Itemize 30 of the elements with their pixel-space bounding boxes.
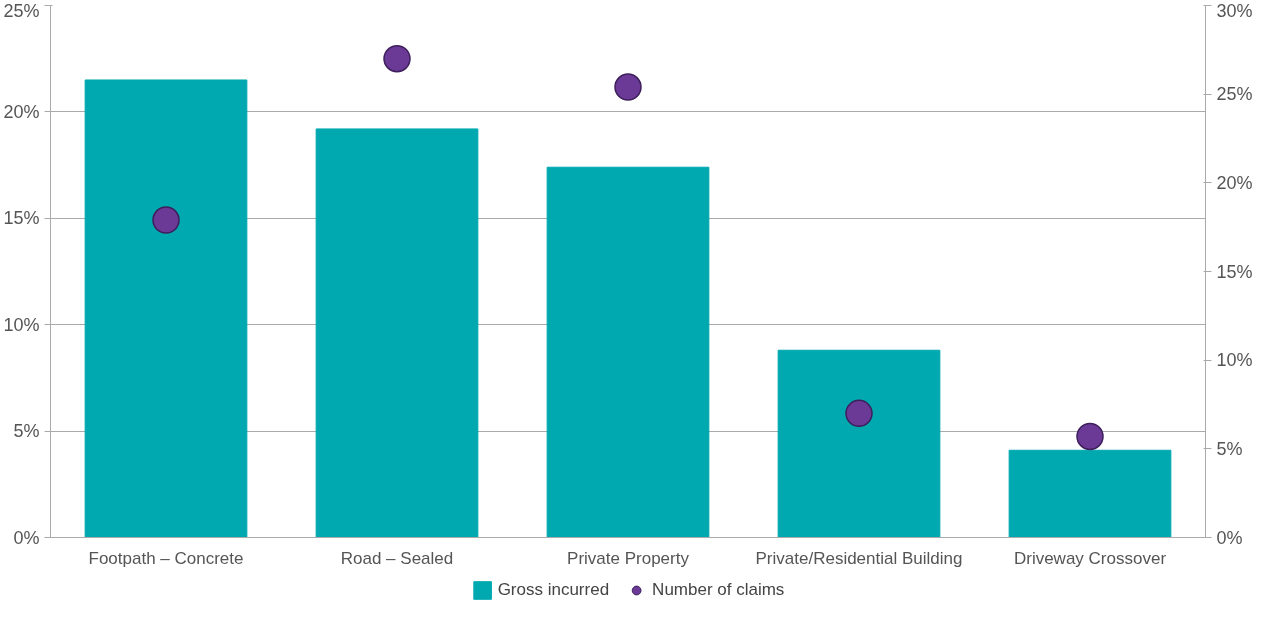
point [1076,422,1104,451]
y2-tick-label: 20% [1216,172,1253,193]
point [614,73,642,101]
bar [84,79,248,538]
y-tick-label: 25% [3,0,40,21]
x-tick-label: Private/Residential Building [755,548,963,568]
x-tick-label: Private Property [567,548,690,568]
y-tick-label: 15% [3,208,40,229]
y-tick-label: 20% [3,101,40,122]
point [383,44,411,73]
y-tick-label: 5% [13,421,40,442]
x-tick-label: Road – Sealed [340,548,454,568]
y-tick-label: 0% [13,527,40,548]
y2-tick-label: 30% [1216,0,1253,21]
bar [1008,449,1172,538]
bar [777,349,941,538]
y2-tick-label: 0% [1216,527,1243,548]
x-tick-label: Driveway Crossover [1013,548,1167,568]
y-tick-label: 10% [3,314,40,335]
legend-label: Number of claims [652,580,785,600]
x-tick-label: Footpath – Concrete [88,548,244,568]
y2-tick-label: 15% [1216,261,1253,282]
point [845,399,873,428]
bar [315,128,479,538]
bar [546,166,710,538]
y2-tick-label: 10% [1216,350,1253,371]
y2-tick-label: 5% [1216,438,1243,459]
point [152,206,180,234]
legend-label: Gross incurred [497,580,610,600]
y2-tick-label: 25% [1216,84,1253,105]
